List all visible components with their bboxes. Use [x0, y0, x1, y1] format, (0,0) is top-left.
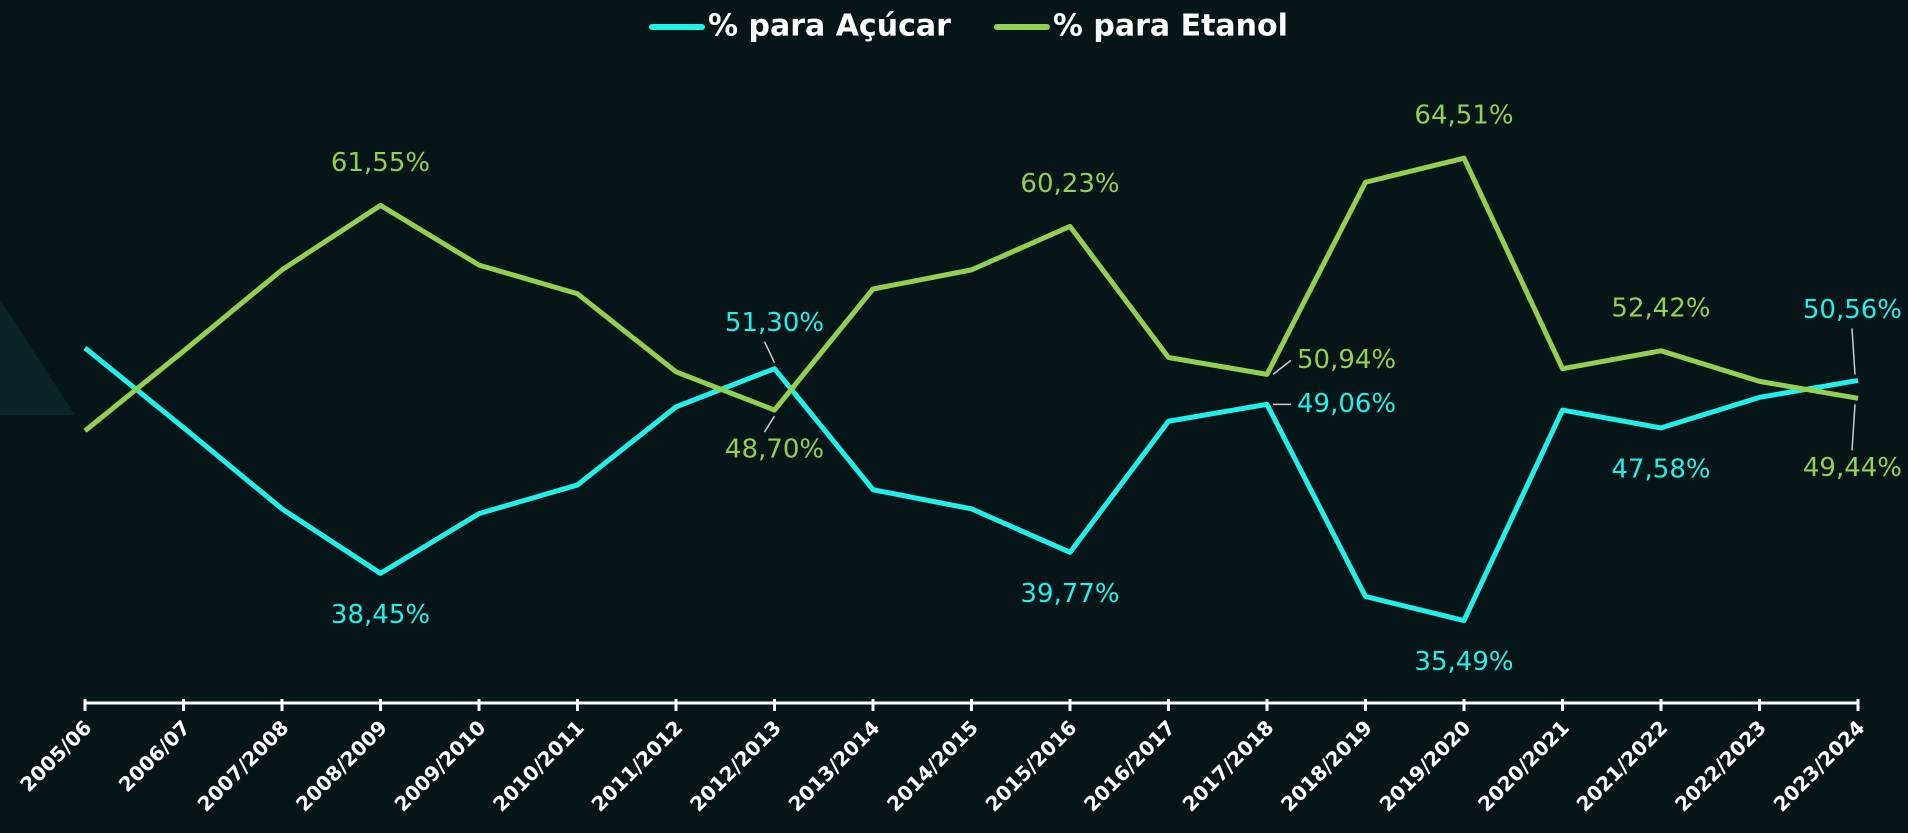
data-label: 60,23% [1020, 169, 1119, 199]
data-label: 61,55% [331, 148, 430, 178]
x-tick-label: 2005/06 [15, 715, 96, 796]
x-tick-label: 2013/2014 [784, 715, 885, 816]
x-tick-label: 2007/2008 [193, 715, 294, 816]
data-label: 49,44% [1803, 453, 1902, 483]
legend-label: % para Etanol [1053, 9, 1288, 44]
data-label: 47,58% [1611, 454, 1710, 484]
x-tick-label: 2006/07 [114, 715, 195, 796]
x-tick-label: 2008/2009 [291, 715, 392, 816]
data-label: 50,94% [1297, 345, 1396, 375]
data-label: 48,70% [725, 435, 824, 465]
leader-line [1851, 328, 1856, 375]
legend-label: % para Açúcar [708, 9, 951, 44]
x-tick-label: 2017/2018 [1178, 715, 1279, 816]
data-label: 49,06% [1297, 389, 1396, 419]
data-label: 52,42% [1611, 293, 1710, 323]
x-tick-label: 2012/2013 [685, 715, 786, 816]
x-tick-label: 2018/2019 [1276, 715, 1377, 816]
x-tick-label: 2010/2011 [488, 715, 589, 816]
x-tick-label: 2022/2023 [1670, 715, 1771, 816]
x-tick-label: 2009/2010 [390, 715, 491, 816]
leader-line [763, 341, 776, 363]
x-tick-label: 2015/2016 [981, 715, 1082, 816]
data-label: 64,51% [1414, 101, 1513, 131]
data-label: 51,30% [725, 308, 824, 338]
data-label: 35,49% [1414, 647, 1513, 677]
series-line [83, 155, 1859, 433]
x-tick-label: 2014/2015 [882, 715, 983, 816]
x-tick-label: 2019/2020 [1375, 715, 1476, 816]
data-label: 39,77% [1020, 579, 1119, 609]
legend: % para Açúcar % para Etanol [649, 9, 1288, 44]
leader-line [763, 415, 776, 433]
series-line [83, 345, 1859, 624]
x-tick-label: 2023/2024 [1769, 715, 1870, 816]
leader-line [1851, 404, 1856, 451]
x-tick-label: 2020/2021 [1473, 715, 1574, 816]
data-label: 50,56% [1803, 295, 1902, 325]
x-tick-label: 2016/2017 [1079, 715, 1180, 816]
data-label: 38,45% [331, 600, 430, 630]
decoration [0, 300, 75, 415]
x-tick-label: 2011/2012 [587, 715, 688, 816]
leader-line [1272, 359, 1292, 375]
x-tick-label: 2021/2022 [1572, 715, 1673, 816]
